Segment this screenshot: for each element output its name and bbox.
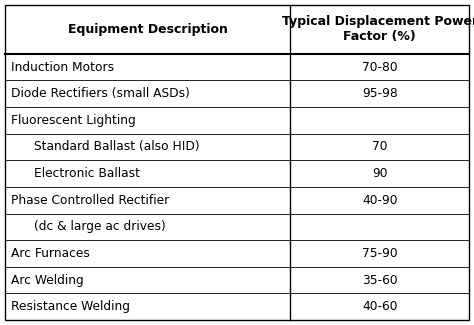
Text: Diode Rectifiers (small ASDs): Diode Rectifiers (small ASDs)	[11, 87, 190, 100]
Text: Fluorescent Lighting: Fluorescent Lighting	[11, 114, 136, 127]
Text: Arc Furnaces: Arc Furnaces	[11, 247, 90, 260]
Text: Typical Displacement Power
Factor (%): Typical Displacement Power Factor (%)	[282, 15, 474, 44]
Text: Electronic Ballast: Electronic Ballast	[34, 167, 139, 180]
Text: Equipment Description: Equipment Description	[68, 23, 228, 36]
Text: Standard Ballast (also HID): Standard Ballast (also HID)	[34, 140, 199, 153]
Text: Induction Motors: Induction Motors	[11, 61, 114, 74]
Text: 75-90: 75-90	[362, 247, 398, 260]
Text: 40-60: 40-60	[362, 300, 397, 313]
Text: 95-98: 95-98	[362, 87, 398, 100]
Text: 40-90: 40-90	[362, 194, 397, 207]
Text: (dc & large ac drives): (dc & large ac drives)	[34, 220, 165, 233]
Text: 70-80: 70-80	[362, 61, 398, 74]
Text: Resistance Welding: Resistance Welding	[11, 300, 130, 313]
Text: 35-60: 35-60	[362, 274, 398, 287]
Text: 90: 90	[372, 167, 387, 180]
Text: 70: 70	[372, 140, 387, 153]
Text: Phase Controlled Rectifier: Phase Controlled Rectifier	[11, 194, 169, 207]
Text: Arc Welding: Arc Welding	[11, 274, 84, 287]
